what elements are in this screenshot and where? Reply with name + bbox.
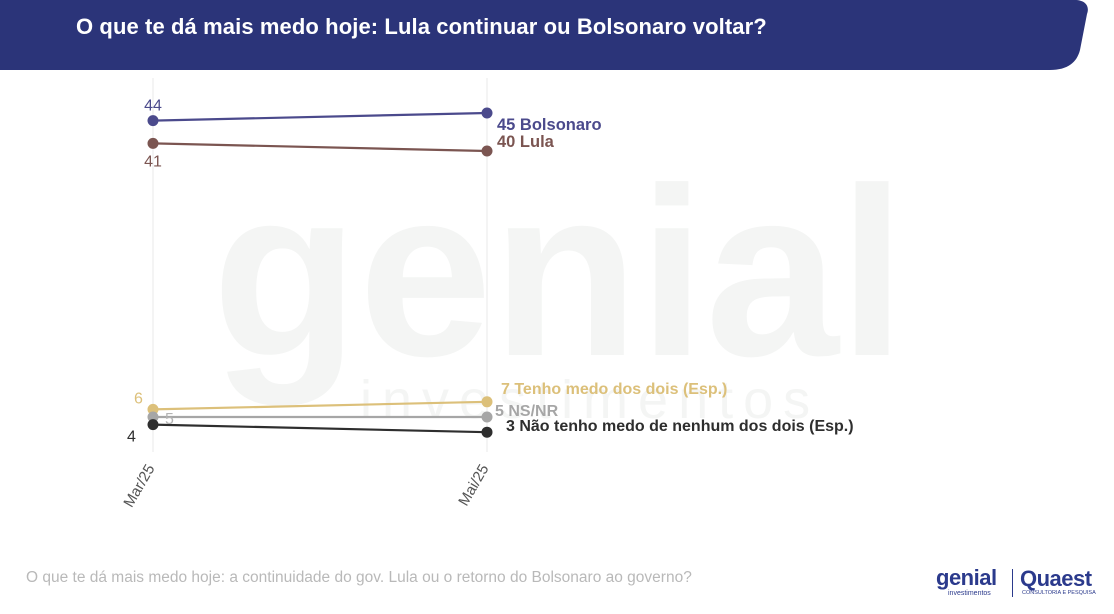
watermark-sub: investimentos [360,370,820,430]
series-line-nenhum [152,423,488,434]
genial-logo-sub: investimentos [948,590,991,597]
series-line-lula [152,142,488,153]
logo-divider [1012,569,1013,597]
header-background [0,0,1088,70]
quaest-logo-sub: CONSULTORIA E PESQUISA [1022,590,1096,596]
series-lines [147,107,493,438]
x-tick-labels: Mar/25 Mai/25 [120,462,492,511]
series-line-bolsonaro [152,111,488,122]
point-lula-2 [481,145,493,157]
point-bolsonaro-1 [147,115,159,127]
page-title: O que te dá mais medo hoje: Lula continu… [76,14,767,39]
logos: genial investimentos Quaest CONSULTORIA … [936,565,1096,605]
quaest-logo: Quaest [1020,566,1092,591]
point-lula-1 [147,137,159,149]
end-label-bolsonaro: 45 Bolsonaro [497,116,602,134]
point-nenhum-2 [481,426,493,438]
x-tick-label: Mar/25 [120,462,158,511]
point-nsnr-1 [147,411,159,423]
point-nsnr-2 [481,411,493,423]
start-label-lula: 41 [144,153,162,170]
series-line-ambos [152,400,488,411]
start-label-nsnr: 5 [165,411,174,428]
point-nenhum-1 [147,419,159,431]
end-label-nsnr: 5 NS/NR [495,403,559,420]
point-ambos-1 [147,403,159,415]
data-labels: 44 45 Bolsonaro 41 40 Lula 6 7 Tenho medo dos… [127,98,854,446]
start-label-bolsonaro: 44 [144,98,162,115]
footer-question: O que te dá mais medo hoje: a continuida… [26,569,692,586]
start-label-nenhum: 4 [127,429,136,446]
header-bar: O que te dá mais medo hoje: Lula continu… [0,0,1114,70]
point-ambos-2 [481,396,493,408]
end-label-ambos: 7 Tenho medo dos dois (Esp.) [501,381,727,398]
watermark-text: genial [212,138,906,406]
start-label-ambos: 6 [134,390,143,407]
x-tick-label: Mai/25 [455,462,492,509]
point-bolsonaro-2 [481,107,493,119]
end-label-nenhum: 3 Não tenho medo de nenhum dos dois (Esp… [506,418,854,435]
end-label-lula: 40 Lula [497,133,555,151]
genial-logo: genial [936,565,997,590]
